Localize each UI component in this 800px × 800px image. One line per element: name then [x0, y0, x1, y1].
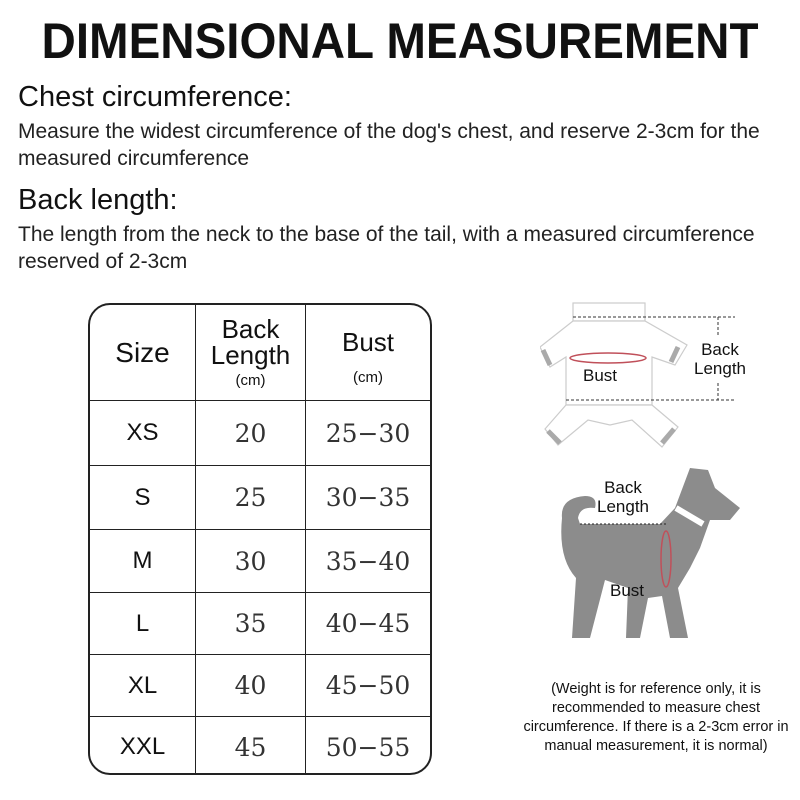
header-bust-label: Bust — [341, 327, 395, 357]
size-cell: S — [90, 466, 196, 529]
table-row: M 30 35−40 — [90, 529, 430, 592]
size-table: Size Back Length (cm) Bust (cm) XS 20 25−3… — [88, 303, 432, 775]
size-cell: XXL — [90, 717, 196, 773]
header-unit: (cm) — [353, 369, 383, 386]
header-back: Back — [221, 314, 280, 344]
back-text: The length from the neck to the base of … — [18, 223, 755, 273]
header-unit: (cm) — [235, 372, 266, 389]
label-back: Back — [701, 340, 739, 359]
back-length-cell: 20 — [196, 401, 306, 465]
weight-note: (Weight is for reference only, it is rec… — [523, 681, 789, 754]
table-row: XL 40 45−50 — [90, 654, 430, 716]
garment-bust-label: Bust — [583, 366, 618, 385]
table-row: S 25 30−35 — [90, 465, 430, 529]
chest-heading: Chest circumference: — [18, 81, 292, 113]
bust-cell: 30−35 — [325, 483, 411, 512]
back-heading: Back length: — [18, 184, 178, 216]
garment-diagram — [540, 302, 735, 448]
size-cell: M — [90, 530, 196, 592]
dog-back-length-label: Back Length — [592, 478, 654, 516]
header-size: Size — [90, 305, 196, 400]
table-row: XS 20 25−30 — [90, 400, 430, 465]
label-length: Length — [694, 359, 746, 378]
garment-back-length-label: Back Length — [690, 340, 750, 378]
size-cell: XL — [90, 655, 196, 716]
back-length-cell: 30 — [196, 530, 306, 592]
table-row: L 35 40−45 — [90, 592, 430, 654]
bust-cell: 40−45 — [325, 609, 411, 638]
table-header: Size Back Length (cm) Bust (cm) — [90, 305, 430, 400]
header-length: Length — [210, 340, 291, 370]
bust-cell: 25−30 — [325, 418, 411, 448]
dog-bust-label: Bust — [610, 581, 645, 600]
chest-text: Measure the widest circumference of the … — [18, 120, 760, 170]
dog-silhouette — [561, 468, 740, 638]
back-length-cell: 35 — [196, 593, 306, 654]
size-cell: XS — [90, 401, 196, 465]
back-length-cell: 25 — [196, 466, 306, 529]
label-back: Back — [604, 478, 642, 497]
bust-cell: 35−40 — [325, 546, 411, 576]
bust-cell: 50−55 — [325, 732, 411, 762]
page-title: DIMENSIONAL MEASUREMENT — [41, 13, 759, 69]
header-back-length: Back Length (cm) — [196, 305, 306, 400]
back-length-cell: 45 — [196, 717, 306, 773]
table-row: XXL 45 50−55 — [90, 716, 430, 773]
header-bust: Bust (cm) — [306, 305, 430, 400]
back-length-cell: 40 — [196, 655, 306, 716]
label-length: Length — [597, 497, 649, 516]
bust-cell: 45−50 — [325, 671, 411, 700]
size-cell: L — [90, 593, 196, 654]
